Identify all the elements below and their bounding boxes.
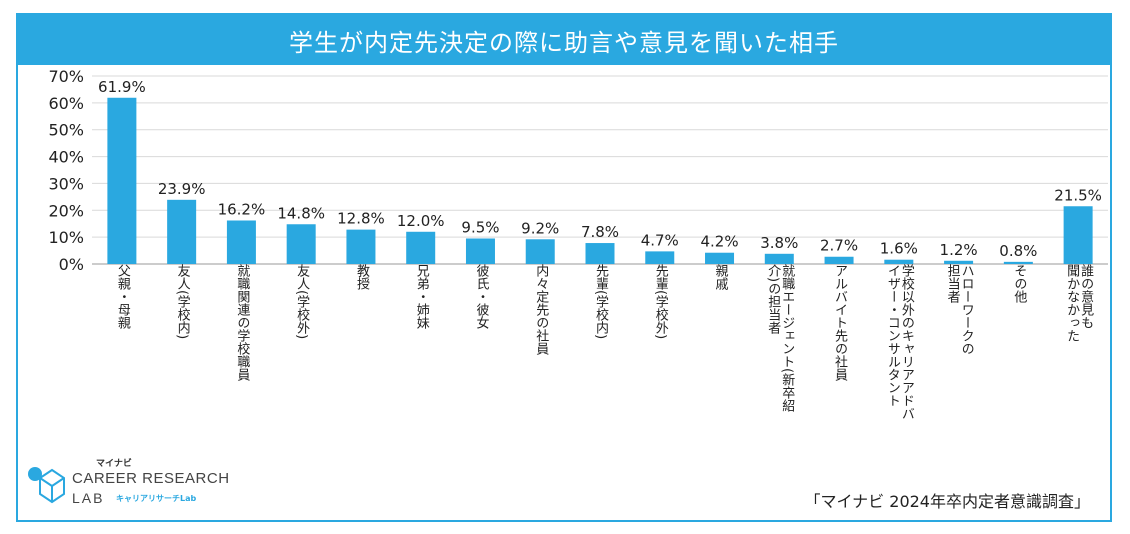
category-label-line: 先輩(学校外)	[652, 264, 668, 340]
data-label: 1.6%	[880, 240, 918, 258]
chart-title: 学生が内定先決定の際に助言や意見を聞いた相手	[18, 15, 1110, 65]
category-label-line: 兄弟・姉妹	[413, 264, 429, 329]
category-label-line: 父親・母親	[114, 264, 130, 329]
category-label: 誰の意見も 聞かなかった	[1064, 264, 1094, 342]
category-label: 友人(学校外)	[294, 264, 310, 340]
bar	[286, 224, 316, 264]
category-label-line: イザー・コンサルタント	[884, 264, 900, 407]
category-label: 彼氏・彼女	[473, 264, 489, 329]
bar	[585, 243, 615, 264]
category-label: 就職エージェント(新卒紹 介)の担当者	[765, 264, 795, 413]
bar	[764, 253, 794, 264]
category-label: アルバイト先の社員	[832, 264, 848, 381]
cube-logo-icon	[28, 467, 65, 504]
category-label: 兄弟・姉妹	[413, 264, 429, 329]
data-label: 7.8%	[581, 223, 619, 241]
category-label: 内々定先の社員	[533, 264, 549, 355]
bar	[1063, 206, 1093, 264]
data-label: 3.8%	[760, 234, 798, 252]
y-tick-label: 60%	[48, 94, 84, 113]
bar	[525, 239, 555, 264]
category-label: 友人(学校内)	[174, 264, 190, 340]
y-tick-label: 50%	[48, 121, 84, 140]
bar	[645, 251, 675, 264]
data-label: 4.2%	[700, 233, 738, 251]
category-label-line: 内々定先の社員	[533, 264, 549, 355]
category-label-line: 就職関連の学校職員	[234, 264, 250, 381]
data-label: 2.7%	[820, 237, 858, 255]
chart-frame: 学生が内定先決定の際に助言や意見を聞いた相手	[16, 13, 1112, 522]
data-label: 12.0%	[397, 212, 445, 230]
category-label-line: 就職エージェント(新卒紹	[779, 264, 795, 413]
bar	[465, 238, 495, 264]
data-label: 9.5%	[461, 218, 499, 236]
category-label-line: 誰の意見も	[1078, 264, 1094, 329]
category-label: 先輩(学校外)	[652, 264, 668, 340]
y-tick-label: 0%	[59, 255, 84, 274]
category-label: 就職関連の学校職員	[234, 264, 250, 381]
category-label: 学校以外のキャリアアドバ イザー・コンサルタント	[884, 264, 914, 420]
category-label-line: その他	[1011, 264, 1027, 303]
bar	[824, 256, 854, 264]
bar	[705, 252, 735, 264]
data-label: 0.8%	[999, 242, 1037, 260]
bar	[167, 199, 197, 264]
y-tick-label: 20%	[48, 201, 84, 220]
data-label: 21.5%	[1054, 186, 1102, 204]
y-tick-label: 30%	[48, 174, 84, 193]
data-label: 4.7%	[641, 231, 679, 249]
data-label: 61.9%	[98, 78, 146, 96]
category-label: 父親・母親	[114, 264, 130, 329]
data-label: 12.8%	[337, 210, 385, 228]
bar	[944, 260, 974, 264]
bar	[226, 220, 256, 264]
bar	[346, 229, 376, 264]
y-tick-label: 10%	[48, 228, 84, 247]
category-label-line: アルバイト先の社員	[832, 264, 848, 381]
category-label-line: 友人(学校内)	[174, 264, 190, 340]
category-label-line: 介)の担当者	[765, 264, 781, 335]
logo-text-line2: LAB	[72, 490, 105, 506]
logo-text-jp: キャリアリサーチLab	[116, 494, 197, 503]
logo-brand-text: マイナビ	[96, 459, 132, 469]
data-label: 1.2%	[940, 241, 978, 259]
category-label-line: 彼氏・彼女	[473, 264, 489, 329]
category-label-line: 担当者	[944, 264, 960, 303]
career-research-lab-logo: マイナビ CAREER RESEARCH LAB キャリアリサーチLab	[26, 458, 266, 510]
data-label: 9.2%	[521, 219, 559, 237]
source-note: 「マイナビ 2024年卒内定者意識調査」	[804, 492, 1091, 511]
logo-text-line1: CAREER RESEARCH	[72, 470, 230, 487]
category-label-line: 聞かなかった	[1064, 264, 1080, 342]
category-label: 親戚	[712, 264, 728, 290]
y-tick-label: 40%	[48, 148, 84, 167]
category-label: ハローワークの 担当者	[944, 264, 974, 355]
y-tick-label: 70%	[48, 67, 84, 86]
category-label-line: ハローワークの	[958, 264, 974, 355]
category-label-line: 学校以外のキャリアアドバ	[898, 264, 914, 420]
data-label: 14.8%	[277, 204, 325, 222]
bar	[884, 259, 914, 264]
category-label-line: 友人(学校外)	[294, 264, 310, 340]
data-label: 16.2%	[218, 200, 266, 218]
category-label: 先輩(学校内)	[593, 264, 608, 340]
category-label: その他	[1011, 264, 1027, 303]
category-label-line: 親戚	[712, 264, 728, 290]
bar	[107, 97, 137, 264]
bar	[1003, 261, 1033, 264]
category-label-line: 先輩(学校内)	[593, 264, 608, 340]
bar	[406, 231, 436, 264]
data-label: 23.9%	[158, 180, 206, 198]
category-label: 教授	[353, 264, 369, 290]
category-label-line: 教授	[353, 264, 369, 290]
